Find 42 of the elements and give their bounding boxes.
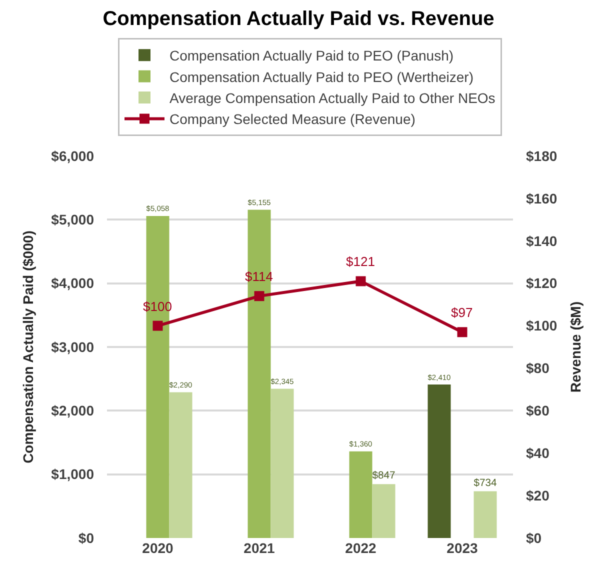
bar (474, 491, 497, 538)
y2-tick-label: $20 (526, 487, 550, 504)
y2-axis-title: Revenue ($M) (568, 301, 584, 393)
y-tick-label: $3,000 (51, 338, 94, 355)
x-tick-label: 2020 (142, 540, 174, 556)
legend-label: Company Selected Measure (Revenue) (170, 111, 416, 128)
y2-tick-label: $120 (526, 275, 558, 292)
bar (270, 388, 294, 538)
y2-tick-label: $100 (526, 318, 558, 334)
y-tick-label: $0 (78, 530, 94, 546)
y2-tick-label: $140 (526, 232, 558, 249)
y2-tick-label: $80 (526, 360, 550, 376)
point (152, 320, 163, 331)
bar (349, 451, 372, 538)
y-tick-label: $5,000 (51, 212, 94, 228)
y-axis-title: Compensation Actually Paid ($000) (20, 230, 36, 464)
y2-tick-label: $60 (526, 402, 550, 419)
point (457, 327, 468, 338)
bar (372, 484, 396, 538)
data-label: $734 (474, 478, 497, 489)
y-tick-label: $2,000 (51, 402, 94, 419)
y2-tick-label: $160 (526, 190, 558, 206)
point (356, 276, 366, 286)
y2-tick-label: $180 (526, 148, 558, 164)
chart-title: Compensation Actually Paid vs. Revenue (102, 8, 494, 30)
data-label: $97 (451, 305, 473, 320)
point (254, 291, 264, 302)
x-tick-label: 2022 (345, 540, 377, 556)
bar (428, 384, 451, 538)
y2-tick-label: $0 (526, 530, 542, 546)
y2-tick-label: $40 (526, 445, 550, 462)
data-label: $847 (372, 470, 396, 482)
bar (169, 392, 192, 538)
x-tick-label: 2021 (244, 540, 276, 556)
data-label: $121 (346, 254, 375, 269)
x-tick-label: 2023 (446, 540, 478, 556)
y-tick-label: $1,000 (51, 466, 94, 482)
y-tick-label: $4,000 (51, 275, 94, 292)
legend-label: Compensation Actually Paid to PEO (Wertheizer) (170, 68, 474, 85)
legend-label: Compensation Actually Paid to PEO (Panush) (170, 48, 454, 64)
legend-label: Average Compensation Actually Paid to Other NEOs (170, 90, 496, 106)
y-tick-label: $6,000 (51, 148, 94, 164)
